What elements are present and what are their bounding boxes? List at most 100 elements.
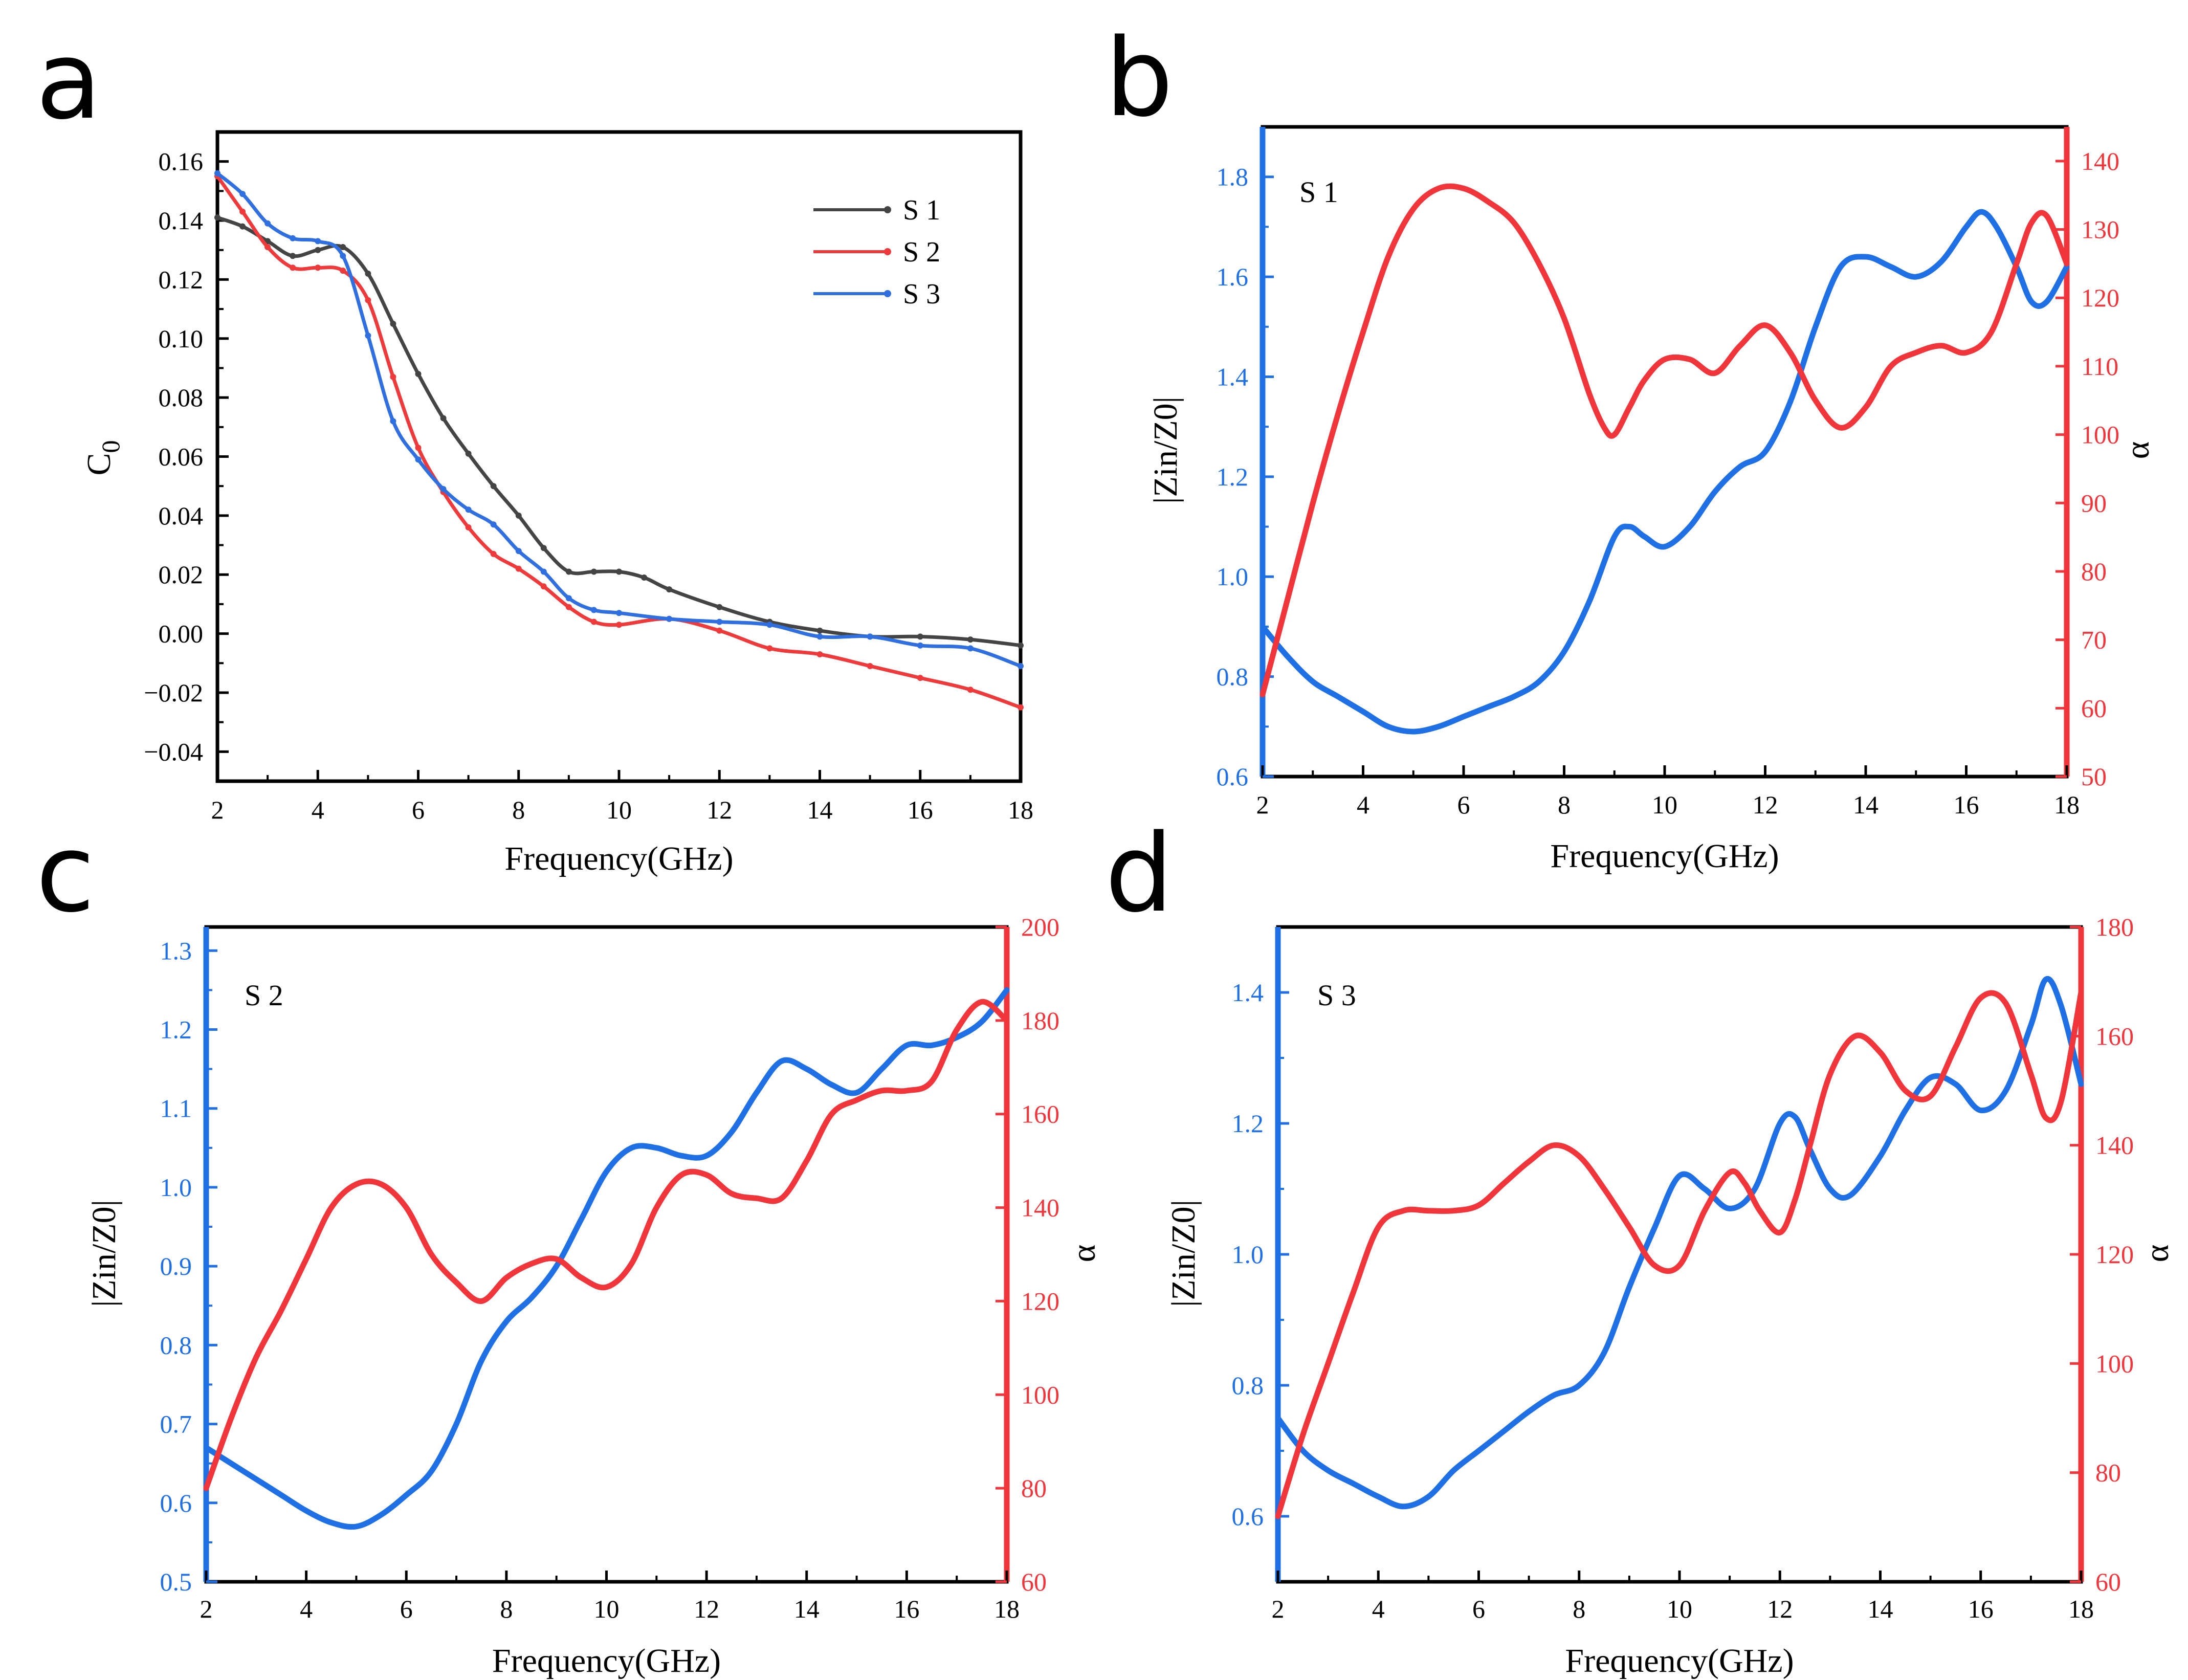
x-axis-title: Frequency(GHz) (492, 1642, 721, 1679)
y-tick-label: 0.8 (160, 1331, 192, 1359)
y-tick-label: 1.0 (1217, 562, 1249, 591)
series-line-2 (203, 999, 1010, 1491)
inset-label: S 1 (1299, 175, 1338, 209)
series-line-1 (1275, 976, 2084, 1510)
y-right-tick-label: 110 (2081, 352, 2118, 381)
x-tick-label: 14 (1868, 1595, 1893, 1623)
x-tick-label: 8 (500, 1595, 513, 1623)
data-point-3 (239, 191, 246, 197)
y-tick-label: 0.10 (159, 324, 204, 353)
data-point-1 (641, 574, 648, 581)
x-tick-label: 10 (1667, 1595, 1692, 1623)
data-point-3 (340, 253, 346, 259)
y-tick-label: 0.6 (1217, 762, 1249, 791)
legend-label: S 1 (903, 194, 940, 226)
x-tick-label: 14 (794, 1595, 820, 1623)
y-right-axis-title: α (2138, 1245, 2176, 1263)
x-tick-label: 10 (1652, 790, 1677, 819)
data-point-1 (239, 223, 246, 230)
y-tick-label: 1.3 (160, 936, 192, 965)
y-right-tick-label: 140 (1021, 1193, 1059, 1222)
x-tick-label: 6 (400, 1595, 413, 1623)
y-right-tick-label: 160 (1021, 1100, 1059, 1129)
x-tick-label: 2 (1256, 790, 1269, 819)
y-right-axis-title: α (1065, 1245, 1102, 1263)
x-tick-label: 12 (694, 1595, 719, 1623)
panel-a: a 2 4 6 8 10 12 14 16 18 Frequency(GHz) −0.04 −0.02 0… (36, 18, 1033, 877)
data-point-2 (967, 687, 974, 693)
y-right-tick-label: 100 (1021, 1380, 1059, 1409)
data-point-3 (867, 633, 873, 640)
data-point-1 (1018, 642, 1024, 649)
data-point-3 (515, 548, 522, 555)
data-point-2 (816, 651, 823, 657)
legend-marker (884, 290, 891, 297)
y-tick-label: 0.6 (1232, 1502, 1264, 1531)
y-axis-title: |Zin/Z0| (85, 1200, 123, 1307)
y-right-tick-label: 50 (2081, 762, 2107, 791)
x-tick-label: 12 (1753, 790, 1778, 819)
x-tick-label: 10 (606, 795, 632, 824)
data-point-1 (616, 568, 622, 575)
data-point-1 (440, 415, 447, 422)
data-point-1 (816, 627, 823, 634)
data-point-2 (515, 565, 522, 572)
y-right-tick-label: 180 (2095, 913, 2134, 941)
panel-b: b 2 4 6 8 10 12 14 16 18 Frequency(GHz) 0.6 0.8 1.0 1.… (1105, 15, 2156, 875)
y-right-tick-label: 160 (2095, 1022, 2134, 1050)
y-right-tick-label: 70 (2081, 626, 2107, 654)
x-tick-label: 8 (1573, 1595, 1585, 1623)
plot-frame (204, 925, 1009, 1584)
y-tick-label: 0.8 (1217, 662, 1249, 691)
panel-d: d 2 4 6 8 10 12 14 16 18 Frequency(GHz) 0.6 0.8 1.0 1.… (1105, 811, 2176, 1679)
series-line-1 (1259, 209, 2070, 735)
x-tick-label: 12 (1767, 1595, 1793, 1623)
series-line-2 (1259, 183, 2070, 698)
data-point-3 (415, 456, 422, 463)
y-right-tick-label: 140 (2095, 1131, 2134, 1160)
data-point-3 (716, 618, 723, 625)
y-right-tick-label: 90 (2081, 489, 2107, 517)
data-point-3 (666, 615, 673, 622)
y-tick-label: 1.2 (1217, 462, 1249, 491)
plot-frame (1276, 925, 2083, 1584)
x-tick-label: 2 (1272, 1595, 1285, 1623)
data-point-1 (290, 253, 296, 259)
y-right-axis-title: α (2119, 441, 2156, 459)
y-axis-title-main: C (80, 453, 118, 475)
inset-label: S 3 (1317, 979, 1356, 1012)
data-point-1 (716, 604, 723, 610)
data-point-2 (340, 268, 346, 274)
data-point-1 (214, 214, 220, 221)
data-point-3 (1018, 663, 1024, 669)
plot-frame (1261, 125, 2069, 779)
y-tick-label: −0.04 (144, 737, 203, 766)
y-right-tick-label: 120 (2095, 1240, 2134, 1269)
data-point-1 (315, 247, 321, 253)
x-tick-label: 8 (512, 795, 525, 824)
data-point-2 (616, 622, 622, 628)
data-point-3 (967, 645, 974, 652)
data-point-1 (590, 568, 597, 575)
inset-label: S 2 (245, 979, 283, 1012)
x-axis-title: Frequency(GHz) (1565, 1642, 1794, 1679)
data-point-3 (590, 607, 597, 613)
data-point-2 (867, 663, 873, 669)
y-tick-label: 0.12 (159, 265, 204, 294)
series-line-1 (203, 987, 1010, 1530)
y-tick-label: 0.00 (159, 620, 204, 648)
data-point-3 (214, 170, 220, 176)
y-tick-label: 0.5 (160, 1567, 192, 1596)
y-tick-label: 1.8 (1217, 163, 1249, 191)
data-point-2 (315, 264, 321, 271)
data-point-1 (465, 450, 472, 457)
y-axis-title: |Zin/Z0| (1165, 1200, 1202, 1307)
y-tick-label: 1.2 (160, 1015, 192, 1044)
y-tick-label: 0.02 (159, 560, 204, 589)
x-tick-label: 18 (2068, 1595, 2094, 1623)
data-point-2 (716, 627, 723, 634)
x-tick-label: 12 (706, 795, 732, 824)
data-point-3 (440, 486, 447, 492)
y-tick-label: 1.4 (1217, 362, 1249, 391)
